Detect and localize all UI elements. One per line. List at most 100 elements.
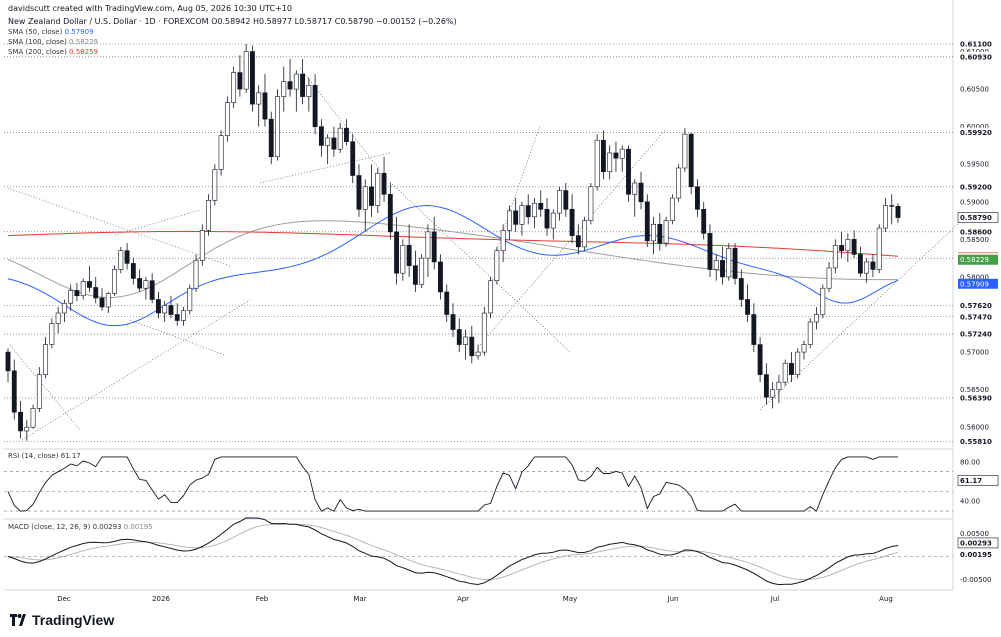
candle-up	[594, 139, 600, 188]
candle-down	[438, 261, 443, 293]
candle-up	[532, 203, 537, 218]
candle-up	[68, 290, 74, 304]
macd-signal-line	[7, 523, 899, 581]
candle-down	[544, 209, 550, 229]
candle-down	[569, 209, 575, 236]
candle-down	[789, 363, 794, 375]
trendline	[389, 181, 571, 353]
candle-up	[224, 102, 230, 136]
rsi-value-badge	[957, 475, 999, 486]
rsi-tick-label: 40.00	[960, 498, 980, 506]
candle-up	[181, 310, 186, 321]
trendline	[259, 152, 391, 184]
candle-down	[839, 245, 845, 251]
candle-down	[381, 172, 387, 195]
candle-down	[369, 186, 374, 206]
price-label-text: 0.59200	[960, 183, 992, 191]
candle-down	[444, 291, 450, 315]
y-tick-label: 0.58500	[960, 236, 989, 244]
price-label-badge	[958, 311, 998, 322]
candle-up	[488, 280, 494, 314]
x-tick-label: Aug	[879, 595, 893, 603]
price-label-badge	[958, 436, 998, 447]
candle-down	[344, 127, 349, 142]
x-tick-label: May	[563, 595, 577, 603]
rsi-legend: RSI (14, close) 61.17	[8, 452, 81, 460]
price-label-badge	[958, 329, 998, 340]
candle-up	[494, 250, 500, 281]
candle-up	[218, 135, 224, 170]
price-label-text: 0.59920	[960, 129, 992, 137]
trendline	[759, 221, 961, 411]
candle-down	[237, 72, 243, 90]
candle-down	[93, 287, 99, 299]
candle-down	[889, 205, 895, 207]
candle-up	[80, 281, 86, 297]
price-label-text: 0.58790	[960, 214, 992, 222]
macd-legend: MACD (close, 12, 26, 9) 0.00293 0.00195	[8, 523, 153, 531]
candle-down	[287, 81, 293, 90]
trendline	[494, 124, 541, 256]
candle-down	[268, 118, 274, 158]
candle-up	[118, 250, 124, 270]
tradingview-logo-icon	[10, 614, 26, 626]
rsi-tick-label: 80.00	[960, 458, 980, 466]
candle-up	[713, 260, 719, 270]
tradingview-logo-text: TradingView	[32, 612, 115, 628]
candle-up	[832, 245, 838, 269]
candle-down	[168, 305, 174, 315]
price-label-text: 0.57909	[960, 280, 989, 288]
candle-up	[61, 302, 67, 314]
candle-down	[600, 139, 606, 173]
candle-down	[124, 250, 130, 264]
candle-up	[206, 200, 211, 231]
x-tick-label: Jul	[770, 595, 780, 603]
candle-up	[795, 351, 801, 375]
candle-down	[513, 210, 519, 225]
symbol-line: New Zealand Dollar / U.S. Dollar · 1D · …	[8, 17, 457, 26]
candle-down	[262, 92, 268, 120]
candle-up	[325, 137, 331, 146]
candle-down	[130, 263, 136, 279]
candle-down	[406, 245, 412, 266]
candle-down	[331, 137, 337, 150]
candle-down	[250, 51, 255, 105]
x-tick-label: Apr	[457, 595, 469, 603]
trendline	[479, 129, 666, 346]
sma200-legend: SMA (200, close) 0.58259	[8, 48, 98, 56]
candle-up	[162, 305, 168, 314]
candle-up	[55, 312, 61, 324]
price-label-badge	[958, 300, 998, 311]
trendline	[7, 187, 231, 267]
candle-down	[356, 175, 362, 210]
sma200-label: SMA (200, close)	[8, 48, 67, 56]
macd-value-text: 0.00293	[92, 523, 122, 531]
rsi-line	[7, 456, 898, 512]
candle-up	[864, 261, 870, 274]
candle-down	[638, 182, 644, 203]
candle-down	[394, 231, 400, 274]
candle-up	[400, 245, 406, 274]
candle-up	[807, 321, 813, 345]
candle-up	[632, 182, 638, 195]
candle-up	[281, 81, 287, 97]
candle-down	[613, 152, 619, 159]
candle-up	[30, 408, 36, 428]
price-label-badge	[958, 278, 998, 289]
y-tick-label: 0.56000	[960, 424, 989, 432]
y-tick-label: 0.60500	[960, 86, 989, 94]
candle-up	[187, 287, 193, 312]
candle-down	[688, 133, 694, 188]
x-tick-label: Mar	[353, 595, 366, 603]
candle-up	[463, 336, 468, 345]
trendline	[9, 344, 81, 431]
candle-up	[306, 85, 312, 97]
candle-up	[820, 287, 826, 315]
candle-up	[293, 73, 299, 90]
candle-up	[876, 227, 882, 270]
candle-up	[231, 72, 237, 103]
candle-up	[883, 205, 888, 229]
candle-up	[481, 312, 487, 353]
sma100-value: 0.58229	[69, 38, 98, 46]
